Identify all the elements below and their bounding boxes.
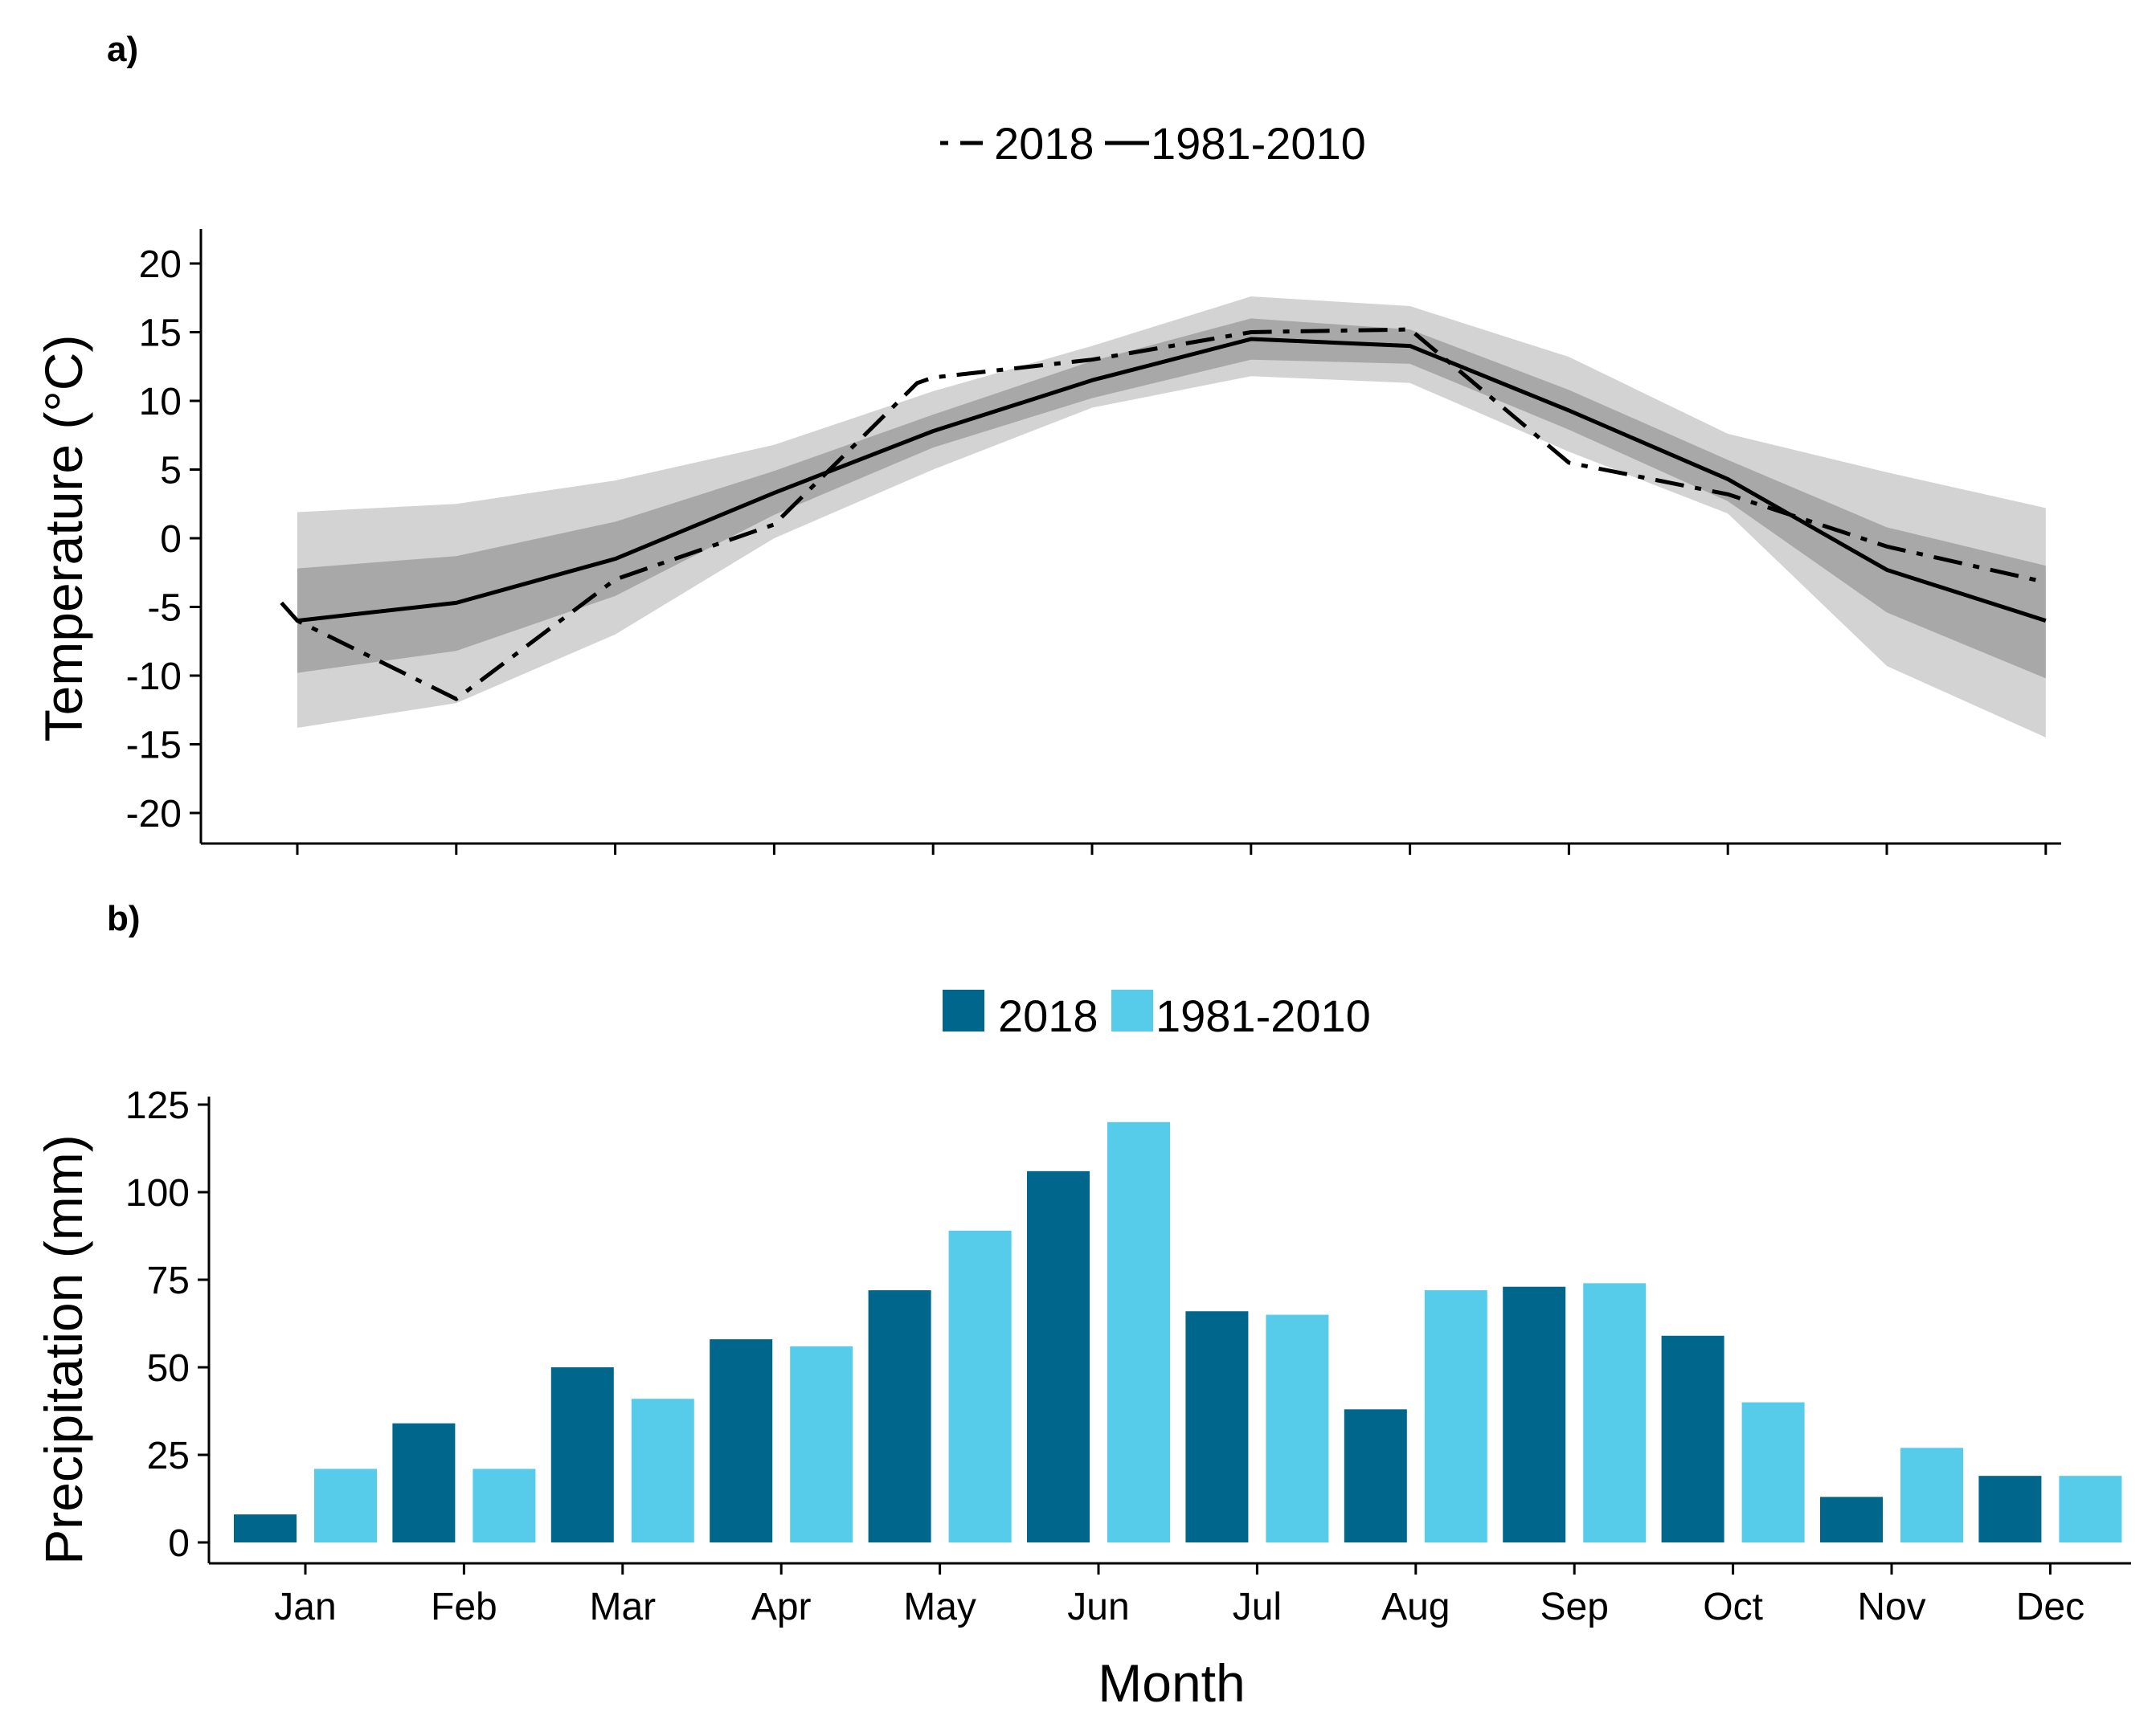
temperature-panel: a) 2018 1981-2010 20 15 10 5 0 -5 -10 -15 -20 Te… <box>34 30 2061 855</box>
y-tick-label: -15 <box>126 725 182 767</box>
y-tick-label: 100 <box>125 1172 190 1215</box>
precipitation-bars <box>234 1121 2122 1542</box>
bar-1981-2010-oct <box>1741 1402 1805 1542</box>
y-tick-label: -5 <box>147 587 182 630</box>
legend-label-2018: 2018 <box>998 991 1098 1041</box>
bar-2018-oct <box>1661 1335 1724 1542</box>
bar-1981-2010-may <box>948 1230 1012 1542</box>
bar-2018-nov <box>1820 1497 1883 1542</box>
bar-1981-2010-mar <box>631 1399 694 1542</box>
bar-2018-mar <box>550 1367 614 1542</box>
y-tick-label: 25 <box>147 1435 190 1477</box>
bar-2018-sep <box>1503 1286 1566 1542</box>
bar-2018-dec <box>1978 1476 2042 1542</box>
y-tick-label: 20 <box>139 243 182 286</box>
x-tick-label-jul: Jul <box>1233 1586 1282 1628</box>
x-tick-label-aug: Aug <box>1381 1586 1450 1628</box>
legend-label-2018: 2018 <box>994 118 1094 169</box>
precipitation-axes <box>207 1097 2131 1565</box>
series-line-1981-2010 <box>297 337 2047 623</box>
x-tick-label-mar: Mar <box>589 1586 656 1628</box>
bar-1981-2010-dec <box>2059 1476 2122 1542</box>
temperature-lines <box>280 327 2047 701</box>
y-tick-label: -20 <box>126 793 182 835</box>
precipitation-legend: 2018 1981-2010 <box>943 990 1371 1041</box>
bar-2018-aug <box>1344 1409 1407 1542</box>
y-tick-label: 5 <box>160 450 182 492</box>
legend-key-2018-bar <box>943 990 984 1031</box>
x-tick-label-jun: Jun <box>1067 1586 1129 1628</box>
panel-b-label: b) <box>107 899 141 938</box>
bar-2018-jun <box>1027 1170 1090 1542</box>
temperature-y-ticks: 20 15 10 5 0 -5 -10 -15 -20 <box>126 243 201 835</box>
bar-2018-apr <box>710 1339 773 1542</box>
bar-1981-2010-jul <box>1266 1314 1329 1542</box>
x-tick-label-feb: Feb <box>431 1586 497 1628</box>
bar-2018-jul <box>1185 1311 1249 1542</box>
y-tick-label: 75 <box>147 1260 190 1302</box>
y-tick-label: 50 <box>147 1347 190 1390</box>
precipitation-y-ticks: 125 100 75 50 25 0 <box>125 1085 209 1565</box>
temperature-y-axis-title: Temperature (°C) <box>34 335 93 742</box>
series-line-2018 <box>280 327 2047 701</box>
legend-label-1981-2010: 1981-2010 <box>1156 991 1371 1041</box>
bar-1981-2010-aug <box>1424 1290 1487 1542</box>
bar-2018-may <box>868 1290 931 1542</box>
temperature-variability-bands <box>297 296 2046 737</box>
x-tick-label-sep: Sep <box>1540 1586 1608 1628</box>
bar-2018-jan <box>234 1514 297 1542</box>
bar-1981-2010-sep <box>1583 1283 1647 1542</box>
y-tick-label: 10 <box>139 381 182 423</box>
x-tick-label-dec: Dec <box>2016 1586 2084 1628</box>
inner-variability-band <box>297 318 2046 679</box>
y-tick-label: 0 <box>168 1522 190 1565</box>
y-tick-label: 15 <box>139 313 182 355</box>
bar-2018-feb <box>392 1423 456 1542</box>
x-tick-label-nov: Nov <box>1857 1586 1925 1628</box>
bar-1981-2010-jun <box>1107 1121 1170 1542</box>
legend-label-1981-2010: 1981-2010 <box>1151 118 1366 169</box>
y-tick-label: 125 <box>125 1085 190 1127</box>
y-tick-label: -10 <box>126 656 182 698</box>
legend-key-normal-bar <box>1111 990 1153 1031</box>
x-tick-label-jan: Jan <box>274 1586 336 1628</box>
precipitation-panel: b) 2018 1981-2010 125 100 75 50 25 0 Jan Feb Ma… <box>34 899 2131 1713</box>
bar-1981-2010-apr <box>790 1346 853 1542</box>
bar-1981-2010-feb <box>473 1469 536 1542</box>
temperature-legend: 2018 1981-2010 <box>940 118 1366 169</box>
panel-a-label: a) <box>107 30 138 69</box>
precipitation-x-ticks: Jan Feb Mar Apr May Jun Jul Aug Sep Oct Nov Dec <box>274 1563 2084 1628</box>
y-tick-label: 0 <box>160 518 182 561</box>
x-axis-title: Month <box>1098 1653 1245 1713</box>
bar-1981-2010-jan <box>314 1469 377 1542</box>
outer-variability-band <box>297 296 2046 737</box>
x-tick-label-apr: Apr <box>751 1586 812 1628</box>
x-tick-label-oct: Oct <box>1703 1586 1763 1628</box>
precipitation-y-axis-title: Precipitation (mm) <box>34 1134 93 1564</box>
temperature-x-ticks <box>296 844 2048 855</box>
x-tick-label-may: May <box>903 1586 976 1628</box>
bar-1981-2010-nov <box>1900 1448 1963 1542</box>
